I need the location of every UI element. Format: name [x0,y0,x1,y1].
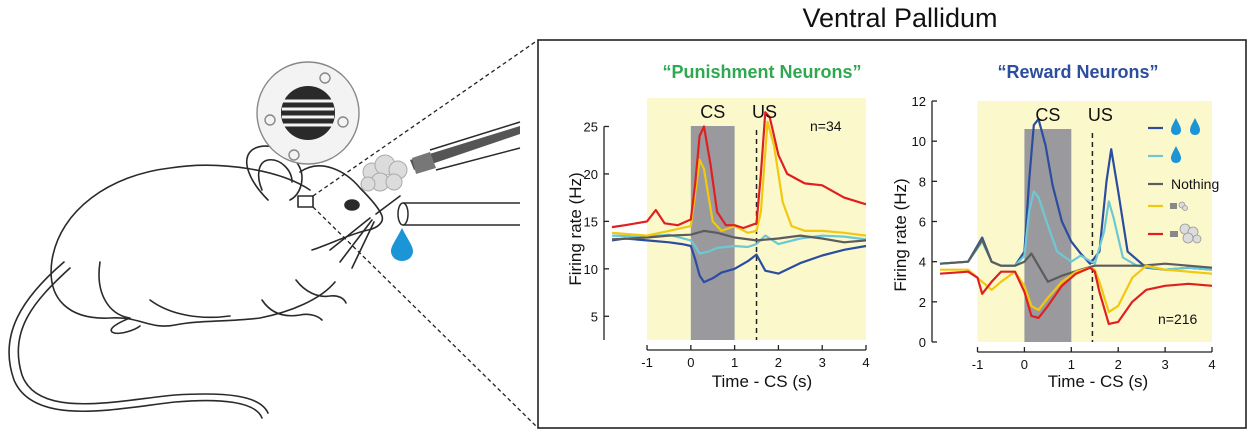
us-label: US [1088,105,1113,125]
x-axis: -1 0 1 2 3 4 [641,345,870,370]
y-axis: 5 10 15 20 25 [584,119,609,340]
legend: Nothing [1148,118,1219,244]
legend-entry-two-drops [1148,118,1200,135]
y-tick-label: 4 [919,255,926,270]
y-tick-label: 12 [912,94,926,109]
x-tick-label: 1 [731,355,738,370]
speaker-icon [256,61,360,165]
y-tick-label: 8 [919,174,926,189]
panel-frame [537,39,1247,429]
punishment-neurons-chart: “Punishment Neurons” -1 0 1 2 3 4 5 10 15 20 25 C… [566,62,870,391]
y-axis-label: Firing rate (Hz) [891,178,910,291]
figure-title: Ventral Pallidum [802,3,997,33]
n-annotation: n=216 [1158,311,1198,327]
series-line-0 [611,237,867,284]
water-drop-icon [1171,146,1181,163]
task-window-shading [977,101,1212,342]
series-line-1 [611,233,867,255]
y-tick-label: 5 [591,309,598,324]
x-tick-label: 4 [1208,357,1215,372]
zoom-lines [312,39,539,429]
n-annotation: n=34 [810,118,842,134]
legend-entry-one-drop [1148,146,1181,163]
x-tick-label: 3 [819,355,826,370]
y-tick-label: 0 [919,335,926,350]
x-tick-label: 2 [775,355,782,370]
x-axis-label: Time - CS (s) [1048,372,1148,391]
chart-title: “Punishment Neurons” [662,62,861,82]
series-lines [939,118,1213,325]
legend-entry-nothing: Nothing [1148,176,1219,192]
series-line-3 [940,264,1213,313]
x-tick-label: 4 [862,355,869,370]
large-air-puff-icon [1170,223,1202,244]
x-tick-label: 0 [687,355,694,370]
x-axis-label: Time - CS (s) [712,372,812,391]
air-puff-nozzle-icon [360,121,521,192]
legend-label: Nothing [1171,176,1219,192]
series-line-2 [611,229,867,244]
x-tick-label: -1 [641,355,653,370]
small-air-puff-icon [1170,201,1188,211]
series-line-4 [939,266,1213,325]
x-tick-label: 3 [1161,357,1168,372]
two-water-drops-icon [1171,118,1200,135]
series-lines [611,111,867,284]
y-tick-label: 10 [912,134,926,149]
y-tick-label: 6 [919,215,926,230]
cs-label: CS [1035,105,1060,125]
x-tick-label: 0 [1021,357,1028,372]
y-tick-label: 20 [584,167,598,182]
x-tick-label: 2 [1115,357,1122,372]
y-tick-label: 10 [584,262,598,277]
us-label: US [752,102,777,122]
x-tick-label: 1 [1068,357,1075,372]
y-axis-label: Firing rate (Hz) [566,172,585,285]
water-spout-icon [397,202,520,226]
chart-title: “Reward Neurons” [997,62,1158,82]
mouse-illustration [8,145,401,419]
cs-label: CS [700,102,725,122]
y-tick-label: 25 [584,119,598,134]
water-drop-icon [391,228,413,261]
y-tick-label: 15 [584,214,598,229]
legend-entry-small-puff [1148,201,1188,211]
x-tick-label: -1 [972,357,984,372]
x-axis: -1 0 1 2 3 4 [972,347,1216,372]
y-tick-label: 2 [919,295,926,310]
series-line-4 [611,111,867,230]
y-axis: 0 2 4 6 8 10 12 [912,94,937,350]
legend-entry-large-puff [1148,223,1202,244]
